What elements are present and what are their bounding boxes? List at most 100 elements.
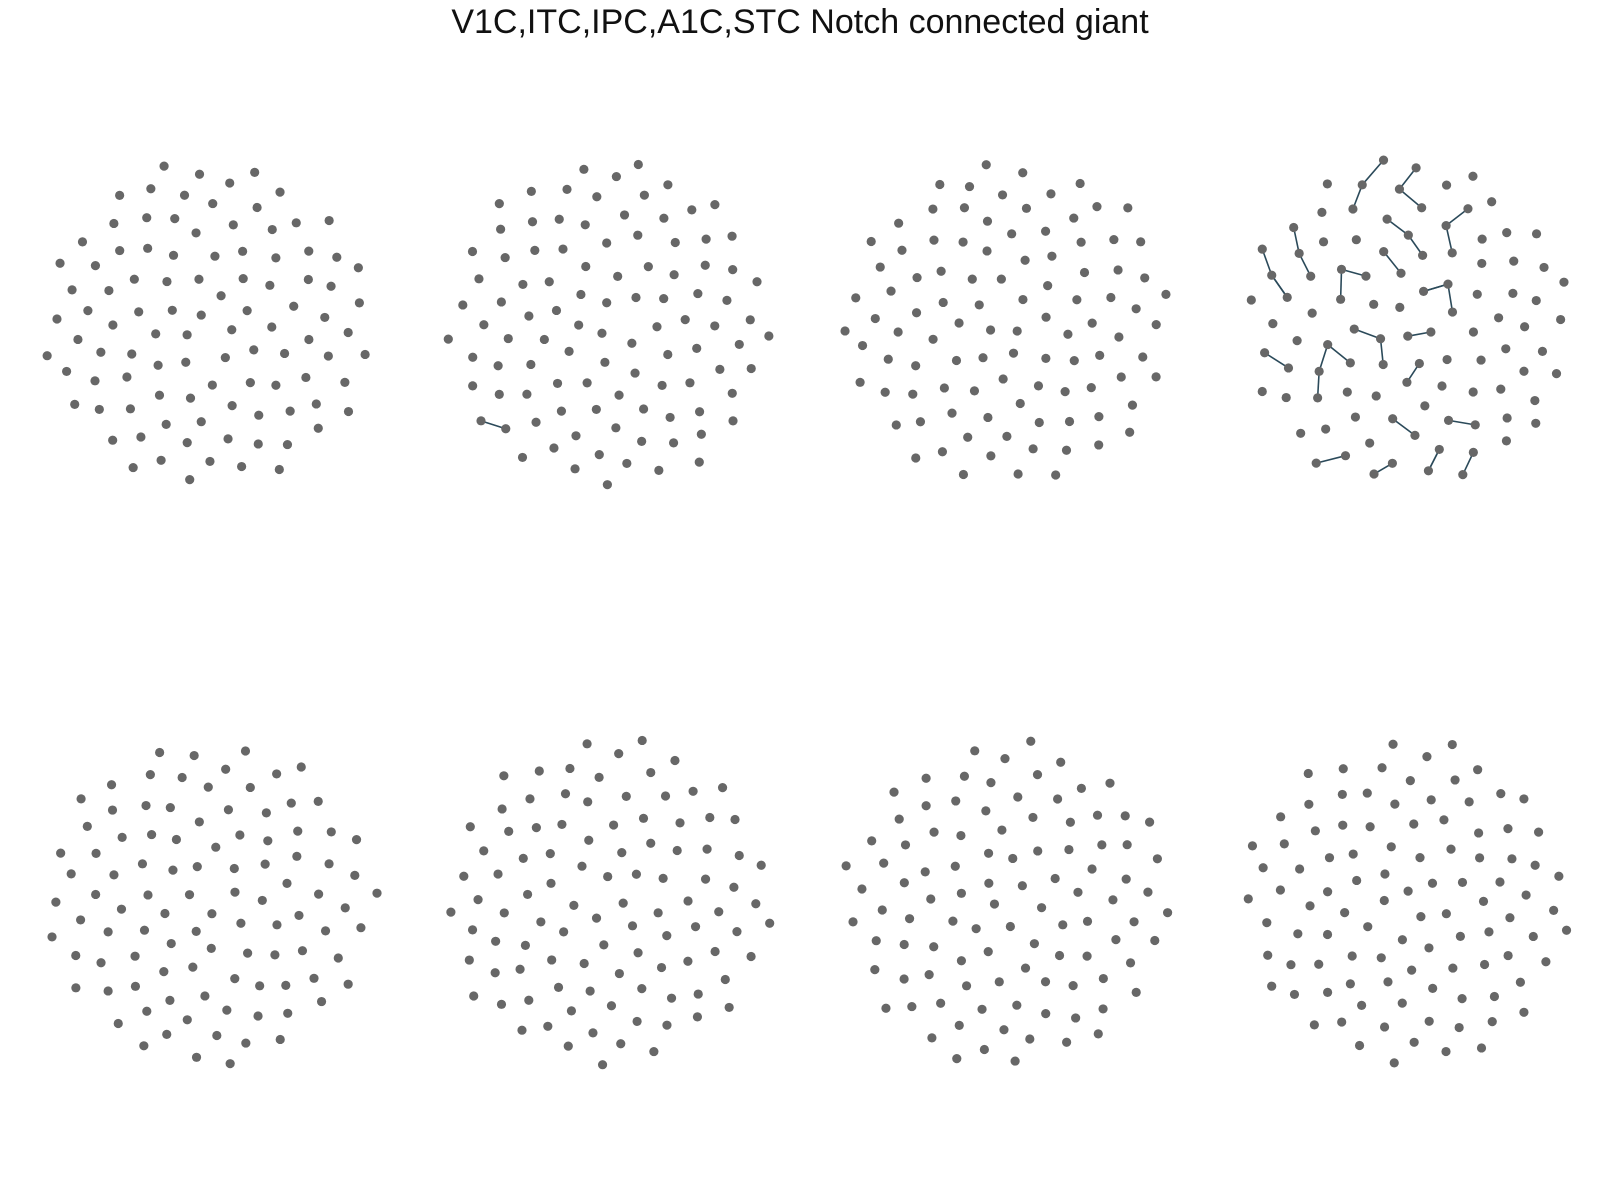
node <box>1247 841 1258 851</box>
node <box>153 360 163 370</box>
node <box>656 962 667 973</box>
node <box>309 973 319 983</box>
node <box>574 320 584 330</box>
node <box>670 237 680 248</box>
node <box>1041 312 1051 322</box>
node <box>83 306 93 316</box>
node <box>544 277 554 287</box>
node <box>720 974 730 985</box>
node <box>500 252 510 263</box>
node <box>685 378 695 388</box>
node <box>320 926 331 936</box>
node <box>592 192 602 202</box>
node <box>207 909 217 919</box>
node <box>886 286 896 296</box>
node <box>579 958 589 969</box>
node <box>594 450 604 460</box>
node <box>1409 1037 1419 1047</box>
node <box>956 888 966 898</box>
node <box>184 890 195 900</box>
edge <box>1398 188 1423 209</box>
node <box>1060 387 1070 397</box>
node <box>1109 234 1119 245</box>
node <box>1286 960 1296 970</box>
node <box>893 327 903 337</box>
node <box>1475 853 1485 863</box>
node <box>1417 203 1427 213</box>
node <box>897 245 907 255</box>
node <box>490 968 500 978</box>
node <box>313 423 323 433</box>
panels <box>42 155 1572 1070</box>
node <box>627 921 638 931</box>
node <box>638 813 649 823</box>
node <box>90 260 101 271</box>
node <box>668 438 679 448</box>
node <box>967 274 977 284</box>
node <box>1420 401 1430 411</box>
node <box>1026 736 1036 746</box>
node <box>1468 387 1478 397</box>
node <box>1476 355 1486 365</box>
node <box>611 171 621 182</box>
node <box>663 180 673 190</box>
node <box>1033 381 1044 391</box>
node <box>1321 424 1331 434</box>
node <box>583 797 593 807</box>
node <box>1441 220 1451 231</box>
node <box>128 462 138 473</box>
node <box>751 899 761 909</box>
node <box>1161 289 1171 299</box>
node <box>1426 327 1436 337</box>
node <box>881 1003 891 1013</box>
node <box>1034 417 1044 428</box>
node <box>643 262 653 272</box>
node <box>1428 983 1438 993</box>
node <box>534 766 544 776</box>
node <box>1502 413 1512 423</box>
node <box>162 1029 172 1039</box>
node <box>894 218 904 228</box>
node <box>1539 262 1549 273</box>
node <box>565 763 575 774</box>
node <box>1043 281 1053 291</box>
node <box>1403 331 1413 341</box>
node <box>206 943 216 953</box>
node <box>979 1044 989 1055</box>
node <box>727 231 737 241</box>
node <box>261 808 271 818</box>
node <box>936 266 946 276</box>
node <box>1127 400 1138 410</box>
node <box>997 825 1007 835</box>
node <box>1129 917 1139 927</box>
node <box>1152 854 1162 864</box>
node <box>899 974 909 984</box>
node <box>710 321 720 331</box>
node <box>1021 203 1032 213</box>
node <box>1411 163 1421 173</box>
node <box>584 835 594 845</box>
node <box>728 265 738 275</box>
node <box>143 243 153 253</box>
node <box>275 187 285 197</box>
node <box>1489 991 1500 1002</box>
node <box>588 1028 598 1038</box>
node <box>181 357 191 367</box>
node <box>235 830 245 840</box>
node <box>272 769 282 779</box>
node <box>220 352 230 363</box>
edge <box>1353 328 1381 340</box>
node <box>637 436 647 447</box>
node <box>182 1015 192 1025</box>
node <box>894 814 904 824</box>
node <box>1503 950 1513 961</box>
node <box>1140 273 1150 283</box>
node <box>293 826 303 836</box>
node <box>1125 427 1135 437</box>
node <box>1071 1013 1081 1023</box>
node <box>1305 901 1315 911</box>
node <box>936 998 946 1008</box>
node <box>146 829 157 840</box>
node <box>526 359 536 370</box>
node <box>1531 295 1541 306</box>
